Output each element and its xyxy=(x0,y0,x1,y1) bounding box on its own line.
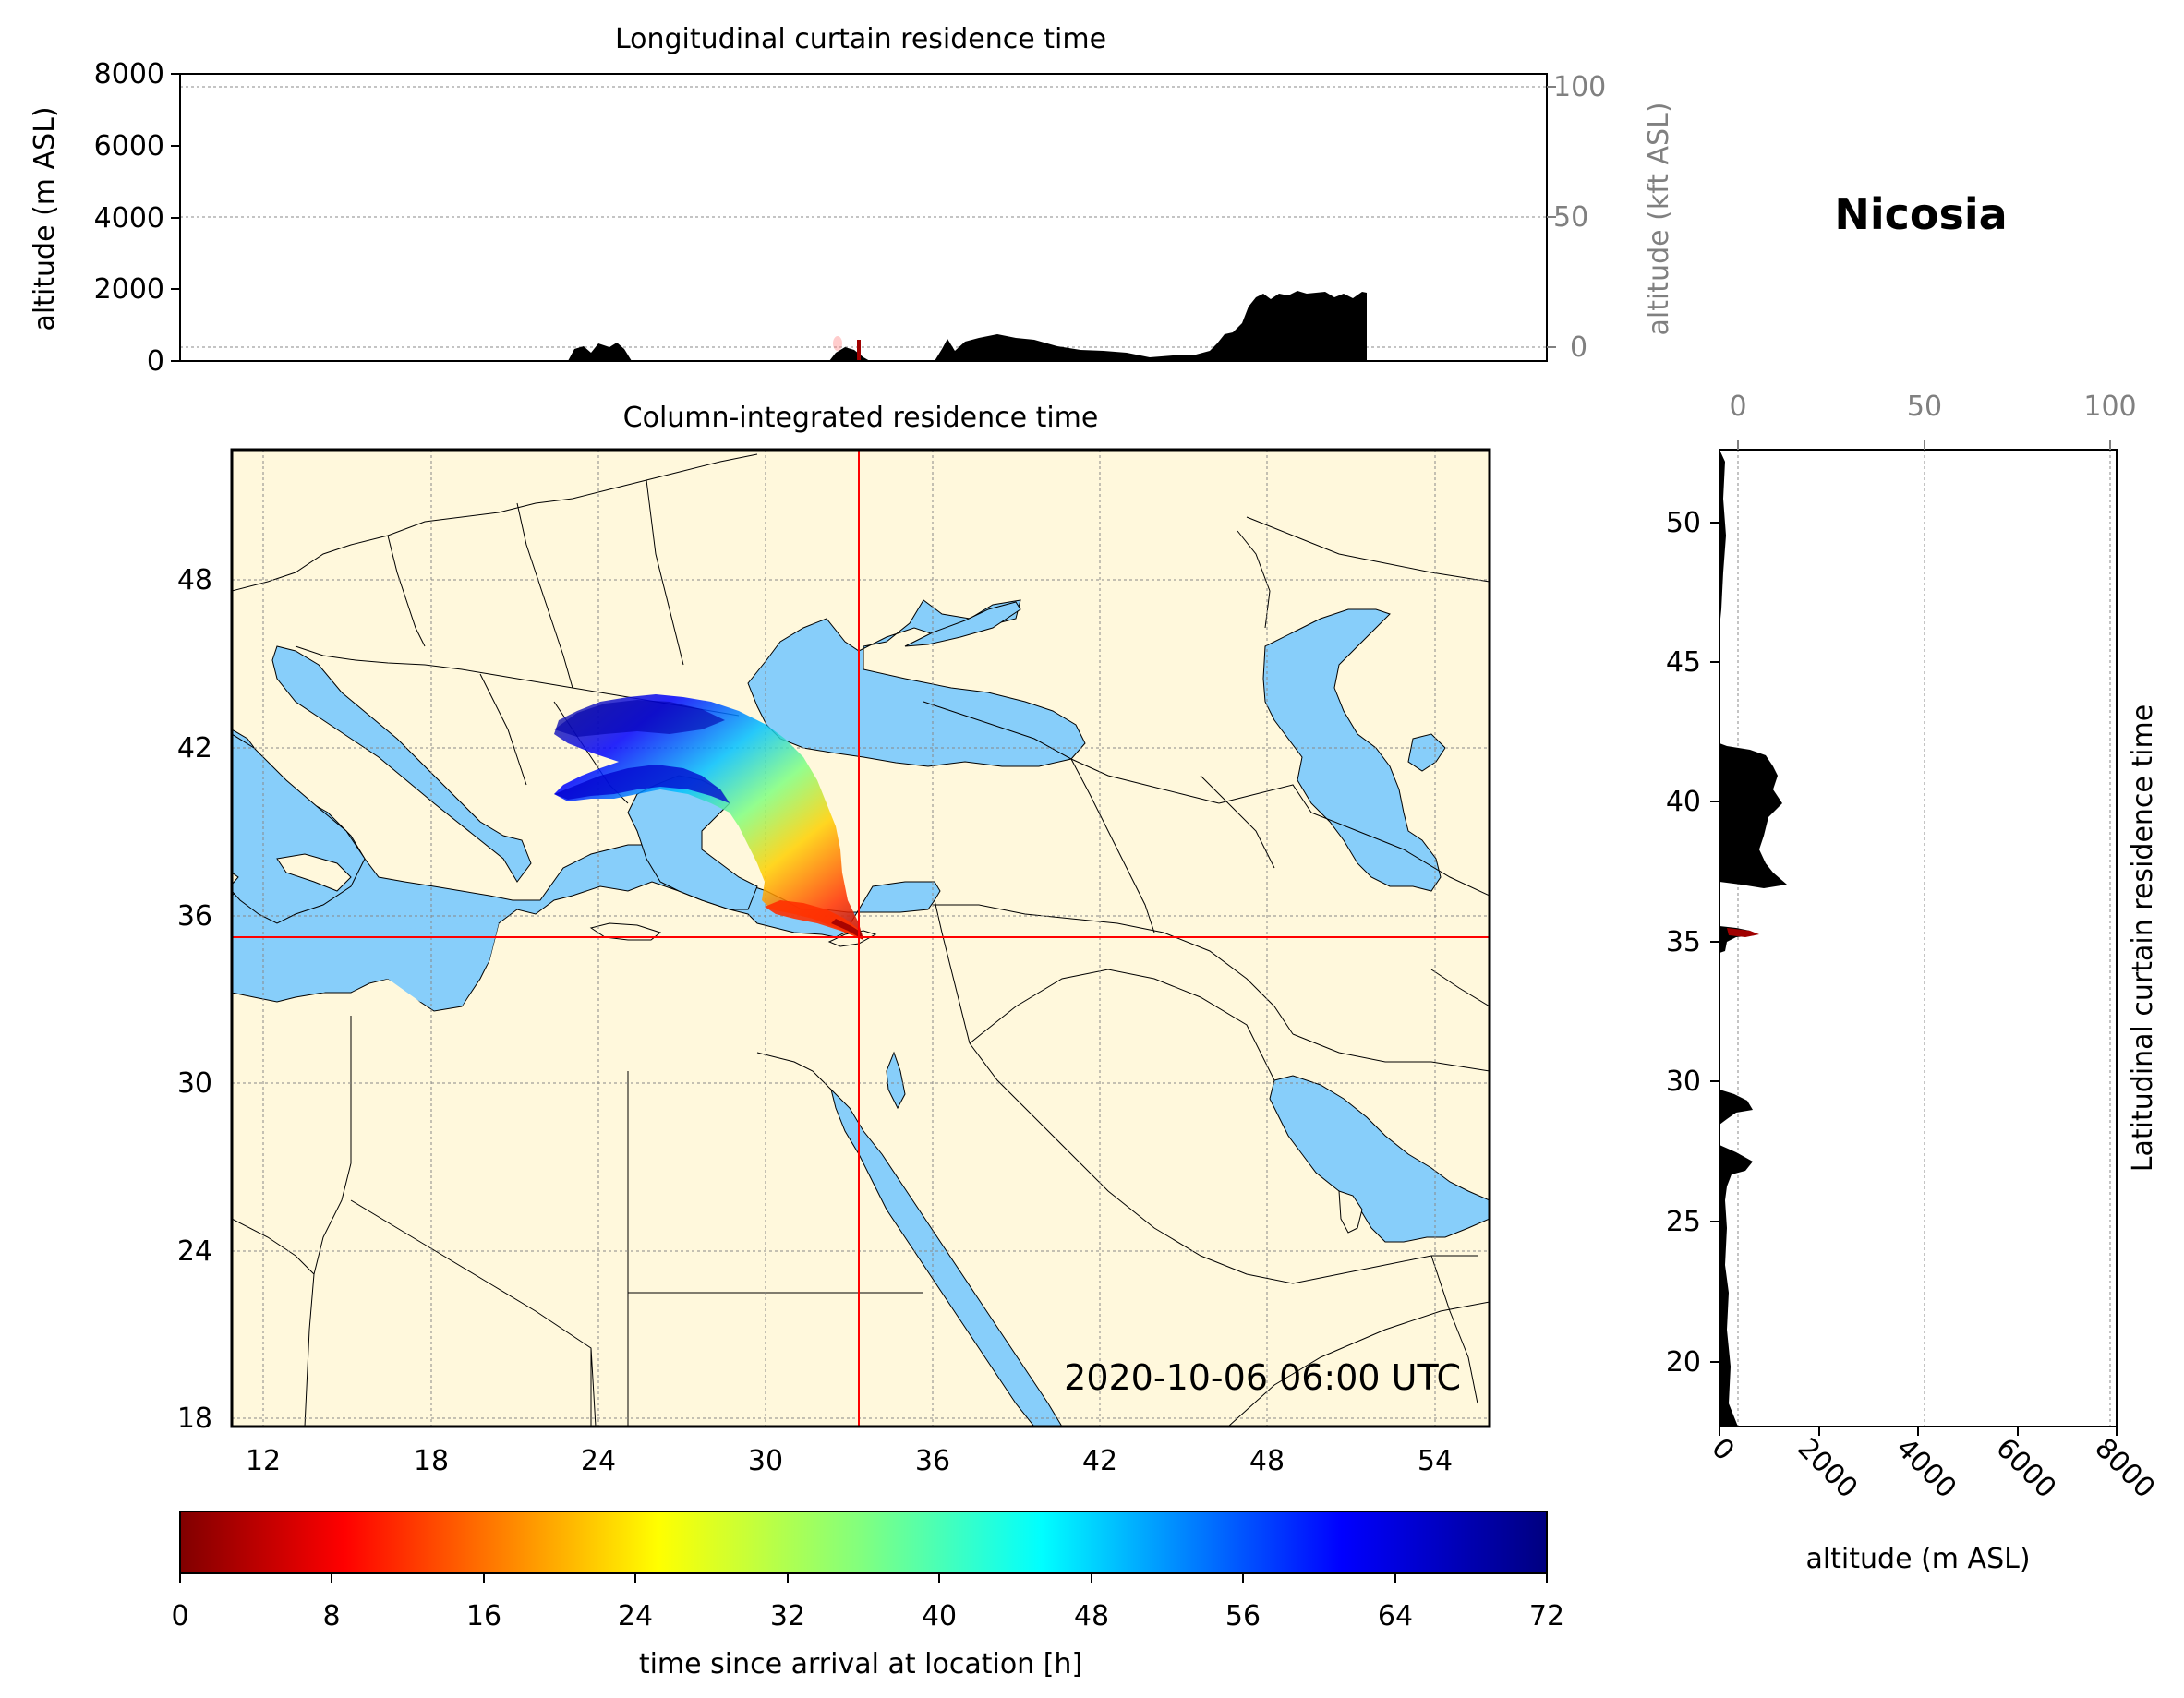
top-panel-right-axis: 0 50 100 xyxy=(1547,71,1606,364)
lon-tick-42: 42 xyxy=(1082,1445,1117,1477)
lat-tick-30: 30 xyxy=(177,1067,212,1100)
top-panel-title: Longitudinal curtain residence time xyxy=(615,23,1106,55)
location-title: Nicosia xyxy=(1834,189,2007,239)
map-lat-axis: 18 24 30 36 42 48 xyxy=(177,564,212,1435)
side-bottom-tick-2000: 2000 xyxy=(1791,1432,1864,1505)
adriatic-sea xyxy=(271,645,532,883)
side-lat-tick-35: 35 xyxy=(1666,926,1701,958)
colorbar-tick-40: 40 xyxy=(922,1600,957,1632)
side-panel-frame xyxy=(1719,449,2118,1427)
map-panel: Column-integrated residence time xyxy=(177,402,1491,1477)
side-panel-xlabel: altitude (m ASL) xyxy=(1805,1543,2030,1575)
sicily xyxy=(276,853,352,892)
timestamp-label: 2020-10-06 06:00 UTC xyxy=(1064,1357,1461,1398)
lon-tick-30: 30 xyxy=(748,1445,783,1477)
lat-tick-36: 36 xyxy=(177,900,212,933)
colorbar-tick-0: 0 xyxy=(171,1600,188,1632)
colorbar-tick-8: 8 xyxy=(322,1600,340,1632)
top-left-tick-0: 0 xyxy=(147,345,164,378)
top-panel-terrain xyxy=(568,291,1367,361)
side-top-tick-0: 0 xyxy=(1729,391,1746,423)
red-sea xyxy=(830,1088,1063,1427)
lon-tick-18: 18 xyxy=(414,1445,449,1477)
country-borders xyxy=(232,453,1490,1427)
side-lat-tick-45: 45 xyxy=(1666,646,1701,679)
lon-tick-12: 12 xyxy=(246,1445,281,1477)
side-panel-ylabel: Latitudinal curtain residence time xyxy=(2127,704,2159,1172)
colorbar-gradient xyxy=(179,1511,1548,1574)
map-panel-title: Column-integrated residence time xyxy=(623,402,1099,434)
colorbar: 0 8 16 24 32 40 48 56 64 72 time since a… xyxy=(171,1511,1564,1680)
side-panel: 20 25 30 35 40 45 50 0 50 100 0 2000 400… xyxy=(1666,391,2161,1575)
side-panel-location-marker xyxy=(1727,928,1759,937)
side-panel-lat-axis: 20 25 30 35 40 45 50 xyxy=(1666,507,1719,1379)
top-right-tick-2: 100 xyxy=(1553,71,1606,103)
top-left-tick-1: 2000 xyxy=(94,273,164,306)
side-lat-tick-50: 50 xyxy=(1666,507,1701,539)
lon-tick-54: 54 xyxy=(1418,1445,1453,1477)
top-right-tick-1: 50 xyxy=(1553,201,1588,234)
side-lat-tick-30: 30 xyxy=(1666,1066,1701,1098)
side-panel-terrain xyxy=(1719,450,1787,1427)
side-lat-tick-40: 40 xyxy=(1666,786,1701,818)
top-left-tick-2: 4000 xyxy=(94,202,164,235)
residence-plume xyxy=(554,694,863,940)
top-panel: Longitudinal curtain residence time 0 20… xyxy=(29,23,1675,378)
lon-tick-24: 24 xyxy=(581,1445,616,1477)
colorbar-tick-32: 32 xyxy=(770,1600,805,1632)
lon-tick-48: 48 xyxy=(1249,1445,1285,1477)
top-panel-left-axis: 0 2000 4000 6000 8000 xyxy=(94,58,180,378)
colorbar-label: time since arrival at location [h] xyxy=(639,1648,1082,1680)
top-panel-gridlines xyxy=(180,86,1547,348)
side-panel-top-axis: 0 50 100 xyxy=(1729,391,2137,450)
lat-tick-48: 48 xyxy=(177,564,212,596)
black-sea xyxy=(747,599,1086,767)
top-left-tick-4: 8000 xyxy=(94,58,164,90)
top-right-tick-0: 0 xyxy=(1570,331,1587,364)
side-top-tick-100: 100 xyxy=(2083,391,2136,423)
side-bottom-tick-0: 0 xyxy=(1705,1432,1740,1467)
side-panel-bottom-axis: 0 2000 4000 6000 8000 xyxy=(1705,1427,2161,1505)
lon-tick-36: 36 xyxy=(915,1445,950,1477)
colorbar-tick-16: 16 xyxy=(466,1600,501,1632)
colorbar-tick-72: 72 xyxy=(1529,1600,1564,1632)
lat-tick-42: 42 xyxy=(177,732,212,765)
side-lat-tick-20: 20 xyxy=(1666,1346,1701,1379)
side-lat-tick-25: 25 xyxy=(1666,1206,1701,1238)
top-panel-location-marker xyxy=(857,340,861,361)
colorbar-ticks: 0 8 16 24 32 40 48 56 64 72 xyxy=(171,1573,1564,1632)
colorbar-tick-64: 64 xyxy=(1378,1600,1413,1632)
top-panel-ylabel-right: altitude (kft ASL) xyxy=(1643,102,1675,335)
lat-tick-18: 18 xyxy=(177,1403,212,1435)
colorbar-tick-48: 48 xyxy=(1074,1600,1109,1632)
side-bottom-tick-6000: 6000 xyxy=(1989,1432,2062,1505)
side-panel-gridlines xyxy=(1737,450,2111,1427)
colorbar-tick-56: 56 xyxy=(1225,1600,1261,1632)
cyprus xyxy=(827,930,877,947)
top-left-tick-3: 6000 xyxy=(94,130,164,163)
location-crosshair xyxy=(232,450,1490,1427)
map-lon-axis: 12 18 24 30 36 42 48 54 xyxy=(246,1445,1453,1477)
colorbar-tick-24: 24 xyxy=(618,1600,653,1632)
lat-tick-24: 24 xyxy=(177,1235,212,1268)
map-frame xyxy=(230,448,1491,1428)
side-bottom-tick-4000: 4000 xyxy=(1889,1432,1962,1505)
caspian-sea xyxy=(1262,608,1442,892)
side-bottom-tick-8000: 8000 xyxy=(2088,1432,2161,1505)
side-top-tick-50: 50 xyxy=(1907,391,1942,423)
top-panel-ylabel-left: altitude (m ASL) xyxy=(29,106,61,331)
